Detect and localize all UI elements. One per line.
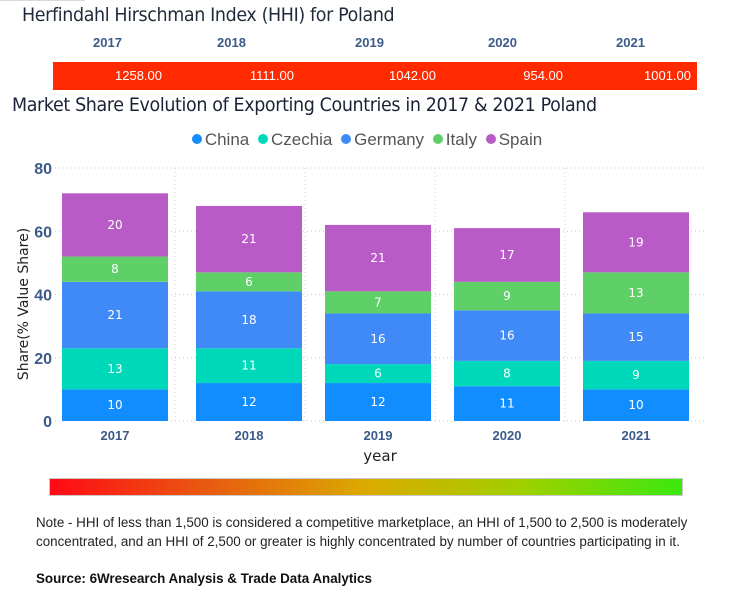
- data-label: 18: [241, 313, 256, 327]
- x-tick-label: 2018: [235, 428, 264, 443]
- bar-segment-spain-2017[interactable]: [62, 193, 168, 257]
- data-label: 6: [374, 367, 382, 381]
- bar-segment-italy-2019[interactable]: [325, 291, 431, 314]
- data-label: 13: [107, 362, 122, 376]
- data-label: 21: [370, 251, 385, 265]
- hhi-value: 1111.00: [249, 68, 294, 83]
- legend-item-czechia[interactable]: Czechia: [257, 130, 333, 150]
- bar-segment-italy-2018[interactable]: [196, 272, 302, 292]
- data-label: 16: [499, 329, 514, 343]
- bar-segment-germany-2018[interactable]: [196, 291, 302, 349]
- bar-segment-spain-2020[interactable]: [454, 228, 560, 282]
- bar-segment-china-2021[interactable]: [583, 389, 689, 421]
- x-tick-label: 2020: [493, 428, 522, 443]
- hhi-title: Herfindahl Hirschman Index (HHI) for Pol…: [22, 4, 395, 26]
- bar-segment-china-2019[interactable]: [325, 383, 431, 421]
- legend-dot-icon: [485, 134, 496, 144]
- bar-segment-germany-2019[interactable]: [325, 313, 431, 365]
- hhi-value: 954.00: [523, 68, 563, 83]
- y-tick-label: 20: [34, 351, 52, 368]
- x-tick-label: 2017: [101, 428, 130, 443]
- data-label: 19: [628, 235, 643, 249]
- y-axis-label: Share(% Value Share): [16, 228, 32, 380]
- data-label: 9: [503, 289, 511, 303]
- data-label: 10: [628, 398, 643, 412]
- bar-segment-spain-2019[interactable]: [325, 224, 431, 292]
- legend-label: Spain: [498, 130, 543, 149]
- x-axis-label: year: [363, 447, 397, 465]
- hhi-year-label: 2018: [217, 35, 246, 50]
- data-label: 11: [499, 397, 514, 411]
- bar-segment-italy-2017[interactable]: [62, 256, 168, 282]
- data-label: 8: [503, 367, 511, 381]
- bar-segment-china-2020[interactable]: [454, 386, 560, 421]
- hhi-color-scale: [49, 478, 683, 496]
- legend-dot-icon: [191, 134, 202, 144]
- legend-item-spain[interactable]: Spain: [485, 130, 543, 150]
- bar-segment-czechia-2018[interactable]: [196, 348, 302, 384]
- top-divider: [0, 0, 85, 1]
- bar-segment-czechia-2019[interactable]: [325, 364, 431, 384]
- hhi-year-label: 2020: [488, 35, 517, 50]
- bar-segment-germany-2017[interactable]: [62, 281, 168, 349]
- bar-segment-czechia-2017[interactable]: [62, 348, 168, 390]
- hhi-year-label: 2021: [616, 35, 645, 50]
- data-label: 9: [632, 368, 640, 382]
- bars: 10 13 21 8 20 12 11 18 6 21 12 6 16 7 21 11 8 16 9 17 10 9 15 1…: [62, 193, 689, 421]
- legend-item-china[interactable]: China: [191, 130, 250, 150]
- bar-segment-germany-2020[interactable]: [454, 310, 560, 361]
- bar-segment-china-2017[interactable]: [62, 389, 168, 421]
- bar-segment-spain-2018[interactable]: [196, 205, 302, 273]
- hhi-value: 1001.00: [644, 68, 691, 83]
- data-label: 8: [111, 262, 119, 276]
- bar-segment-czechia-2021[interactable]: [583, 360, 689, 390]
- hhi-year-label: 2019: [355, 35, 384, 50]
- data-label: 11: [241, 359, 256, 373]
- source-credit: Source: 6Wresearch Analysis & Trade Data…: [36, 571, 372, 586]
- hhi-value: 1258.00: [115, 68, 162, 83]
- legend-item-germany[interactable]: Germany: [341, 130, 424, 150]
- legend-dot-icon: [341, 134, 352, 144]
- hhi-value: 1042.00: [389, 68, 436, 83]
- bar-segment-spain-2021[interactable]: [583, 212, 689, 273]
- chart-legend: China Czechia Germany Italy Spain: [0, 130, 734, 150]
- legend-label: Italy: [445, 130, 477, 149]
- legend-dot-icon: [432, 134, 443, 144]
- legend-item-italy[interactable]: Italy: [432, 130, 477, 150]
- legend-label: Czechia: [270, 130, 333, 149]
- legend-label: Germany: [354, 130, 425, 149]
- data-label: 12: [370, 395, 385, 409]
- legend-label: China: [204, 130, 250, 149]
- x-tick-label: 2019: [364, 428, 393, 443]
- bar-segment-china-2018[interactable]: [196, 383, 302, 421]
- data-label: 20: [107, 218, 122, 232]
- data-label: 12: [241, 395, 256, 409]
- y-tick-label: 0: [43, 414, 52, 431]
- y-tick-label: 40: [34, 288, 52, 305]
- data-label: 10: [107, 398, 122, 412]
- data-label: 21: [241, 232, 256, 246]
- y-tick-label: 80: [34, 161, 52, 178]
- y-tick-label: 60: [34, 224, 52, 241]
- stacked-bar-chart: 10 13 21 8 20 12 11 18 6 21 12 6 16 7 21 11 8 16 9 17 10 9 15 1…: [16, 161, 705, 465]
- data-label: 15: [628, 330, 643, 344]
- chart-title: Market Share Evolution of Exporting Coun…: [12, 94, 597, 116]
- bar-segment-italy-2020[interactable]: [454, 281, 560, 311]
- footnote: Note - HHI of less than 1,500 is conside…: [36, 515, 688, 549]
- legend-dot-icon: [257, 134, 268, 144]
- data-label: 17: [499, 248, 514, 262]
- data-label: 6: [245, 275, 253, 289]
- hhi-year-label: 2017: [93, 35, 122, 50]
- bar-segment-czechia-2020[interactable]: [454, 360, 560, 387]
- bar-segment-italy-2021[interactable]: [583, 272, 689, 314]
- hhi-year-row: 2017 2018 2019 2020 2021: [0, 35, 734, 55]
- data-label: 7: [374, 295, 382, 309]
- data-label: 21: [107, 308, 122, 322]
- data-label: 16: [370, 332, 385, 346]
- x-tick-label: 2021: [622, 428, 651, 443]
- bar-segment-germany-2021[interactable]: [583, 313, 689, 361]
- data-label: 13: [628, 286, 643, 300]
- hhi-value-bar: 1258.00 1111.00 1042.00 954.00 1001.00: [53, 62, 697, 90]
